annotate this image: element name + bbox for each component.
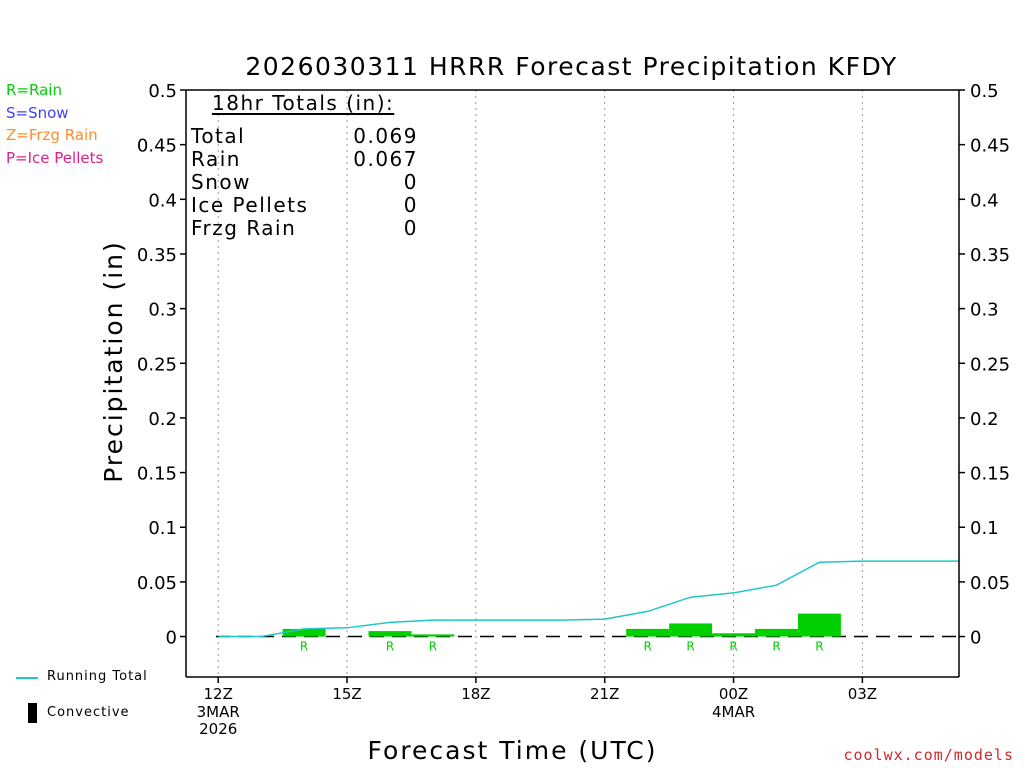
y-tick-label-left-6: 0.3: [148, 300, 177, 321]
precip-bar-11: [712, 633, 756, 637]
totals-label-total: Total: [191, 124, 246, 148]
credit-link[interactable]: coolwx.com/models: [843, 746, 1014, 764]
bar-type-label-4: R: [429, 640, 437, 654]
convective-label: Convective: [47, 705, 130, 720]
precip-bar-1: [282, 628, 326, 637]
y-tick-label-left-3: 0.15: [137, 464, 177, 485]
running-total-line: [218, 560, 959, 638]
y-tick-label-right-0: 0: [970, 628, 981, 649]
bar-type-label-10: R: [686, 640, 694, 654]
y-tick-label-left-8: 0.4: [148, 190, 177, 211]
totals-heading: 18hr Totals (in):: [212, 91, 395, 115]
legend-snow: S=Snow: [6, 104, 69, 122]
x-tick-label-4: 00Z: [719, 685, 748, 703]
totals-value-frzg-rain: 0: [403, 216, 418, 240]
totals-label-rain: Rain: [191, 147, 241, 171]
precip-bar-13: [797, 613, 841, 637]
y-tick-label-left-4: 0.2: [148, 409, 177, 430]
x-tick-label-0: 12Z: [204, 685, 233, 703]
y-tick-label-left-0: 0: [166, 628, 177, 649]
y-tick-label-right-1: 0.05: [970, 573, 1010, 594]
bar-type-label-9: R: [643, 640, 651, 654]
y-tick-label-left-9: 0.45: [137, 136, 177, 157]
totals-label-frzg-rain: Frzg Rain: [191, 216, 297, 240]
y-tick-label-left-1: 0.05: [137, 573, 177, 594]
precip-bar-4: [411, 634, 455, 637]
y-tick-label-right-7: 0.35: [970, 245, 1010, 266]
chart-title: 2026030311 HRRR Forecast Precipitation K…: [245, 52, 897, 81]
x-tick-sublabel-0-1: 2026: [199, 720, 237, 738]
y-tick-label-left-5: 0.25: [137, 354, 177, 375]
legend-frzg-rain: Z=Frzg Rain: [6, 126, 98, 144]
convective-swatch: [28, 703, 37, 723]
y-tick-label-right-9: 0.45: [970, 136, 1010, 157]
bar-type-label-11: R: [729, 640, 737, 654]
y-tick-label-left-2: 0.1: [148, 518, 177, 539]
bar-type-label-3: R: [386, 640, 394, 654]
x-axis-label: Forecast Time (UTC): [368, 736, 658, 765]
y-tick-label-left-7: 0.35: [137, 245, 177, 266]
totals-value-rain: 0.067: [353, 147, 418, 171]
x-tick-sublabel-4-0: 4MAR: [712, 703, 755, 721]
x-tick-label-3: 21Z: [590, 685, 619, 703]
precip-bar-10: [669, 623, 713, 637]
precip-bar-3: [368, 631, 412, 637]
bar-type-label-13: R: [815, 640, 823, 654]
bar-type-label-12: R: [772, 640, 780, 654]
totals-label-ice-pellets: Ice Pellets: [191, 193, 309, 217]
y-tick-label-right-8: 0.4: [970, 190, 999, 211]
y-tick-label-right-5: 0.25: [970, 354, 1010, 375]
totals-value-snow: 0: [403, 170, 418, 194]
y-tick-label-right-3: 0.15: [970, 464, 1010, 485]
x-tick-sublabel-0-0: 3MAR: [197, 703, 240, 721]
totals-value-ice-pellets: 0: [403, 193, 418, 217]
y-tick-label-right-10: 0.5: [970, 81, 999, 102]
legend-ice-pellets: P=Ice Pellets: [6, 149, 104, 167]
totals-label-snow: Snow: [191, 170, 251, 194]
x-tick-label-1: 15Z: [332, 685, 361, 703]
running-total-swatch: [16, 677, 38, 679]
y-tick-label-right-2: 0.1: [970, 518, 999, 539]
x-tick-label-5: 03Z: [848, 685, 877, 703]
totals-value-total: 0.069: [353, 124, 418, 148]
precip-bar-12: [755, 628, 798, 637]
x-tick-label-2: 18Z: [461, 685, 490, 703]
running-total-label: Running Total: [47, 669, 148, 684]
y-axis-label: Precipitation (in): [99, 240, 128, 483]
legend-rain: R=Rain: [6, 81, 62, 99]
precip-bar-9: [626, 628, 670, 637]
y-tick-label-right-6: 0.3: [970, 300, 999, 321]
bar-type-label-1: R: [300, 640, 308, 654]
y-tick-label-right-4: 0.2: [970, 409, 999, 430]
y-tick-label-left-10: 0.5: [148, 81, 177, 102]
